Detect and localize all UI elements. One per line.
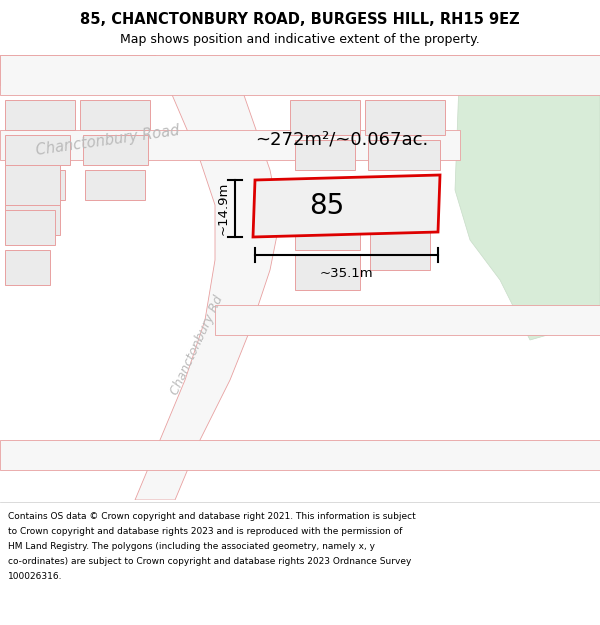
Text: ~14.9m: ~14.9m [217, 182, 230, 235]
Polygon shape [365, 100, 445, 135]
Text: 85: 85 [309, 192, 344, 220]
Polygon shape [83, 135, 148, 165]
Polygon shape [0, 440, 600, 470]
Text: ~272m²/~0.067ac.: ~272m²/~0.067ac. [255, 131, 428, 149]
Polygon shape [5, 165, 60, 205]
Text: Chanctonbury Rd: Chanctonbury Rd [168, 293, 226, 397]
Polygon shape [253, 175, 440, 237]
Polygon shape [215, 305, 600, 335]
Polygon shape [85, 170, 145, 200]
Polygon shape [295, 255, 360, 290]
Polygon shape [0, 130, 460, 160]
Polygon shape [5, 100, 75, 130]
Polygon shape [0, 55, 600, 85]
Text: Contains OS data © Crown copyright and database right 2021. This information is : Contains OS data © Crown copyright and d… [8, 512, 416, 521]
Text: Chanctonbury Road: Chanctonbury Road [35, 122, 181, 158]
Polygon shape [290, 100, 360, 135]
Text: ~35.1m: ~35.1m [320, 267, 373, 280]
Text: co-ordinates) are subject to Crown copyright and database rights 2023 Ordnance S: co-ordinates) are subject to Crown copyr… [8, 557, 412, 566]
Text: HM Land Registry. The polygons (including the associated geometry, namely x, y: HM Land Registry. The polygons (includin… [8, 542, 375, 551]
Polygon shape [455, 55, 600, 340]
Polygon shape [368, 140, 440, 170]
Polygon shape [80, 100, 150, 130]
Polygon shape [5, 135, 70, 165]
Text: 85, CHANCTONBURY ROAD, BURGESS HILL, RH15 9EZ: 85, CHANCTONBURY ROAD, BURGESS HILL, RH1… [80, 11, 520, 26]
Polygon shape [295, 140, 355, 170]
Polygon shape [0, 55, 600, 95]
Polygon shape [370, 230, 430, 270]
Text: to Crown copyright and database rights 2023 and is reproduced with the permissio: to Crown copyright and database rights 2… [8, 527, 403, 536]
Polygon shape [295, 210, 360, 250]
Polygon shape [5, 170, 65, 200]
Polygon shape [135, 55, 280, 500]
Text: Map shows position and indicative extent of the property.: Map shows position and indicative extent… [120, 32, 480, 46]
Polygon shape [5, 250, 50, 285]
Text: 100026316.: 100026316. [8, 572, 62, 581]
Polygon shape [5, 210, 55, 245]
Polygon shape [5, 205, 60, 235]
